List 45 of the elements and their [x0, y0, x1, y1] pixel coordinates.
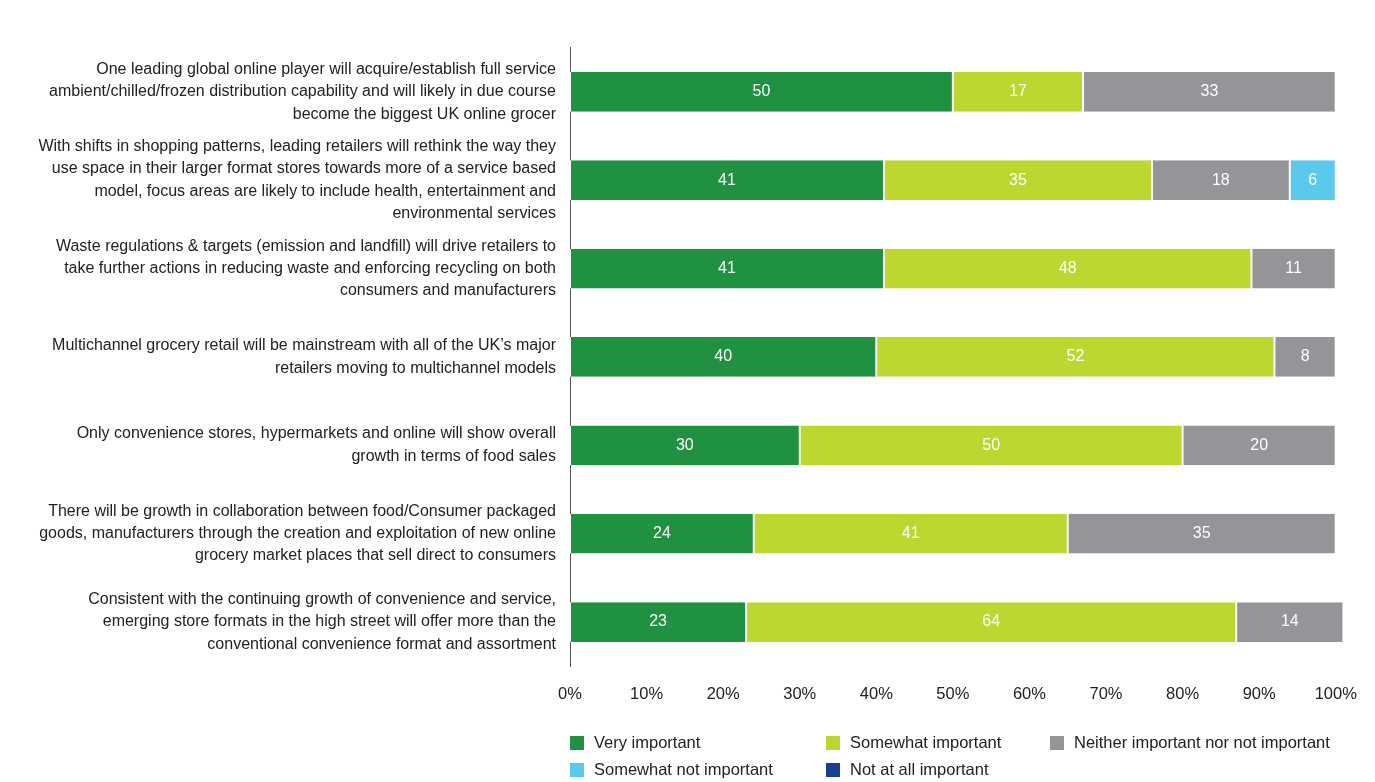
- data-label: 50: [752, 82, 771, 100]
- data-label: 50: [982, 435, 1001, 453]
- legend-label: Very important: [594, 733, 701, 752]
- x-tick-label: 100%: [1314, 683, 1358, 702]
- data-label: 64: [982, 612, 1001, 630]
- y-tick-label: Waste regulations & targets (emission and landfill) will drive retailers to take further actions in reducing waste and enforcing recycling on both consumers and manufacturers: [55, 236, 557, 299]
- x-tick-label: 0%: [558, 683, 583, 702]
- x-tick-label: 50%: [936, 683, 970, 702]
- data-label: 17: [1009, 82, 1027, 100]
- y-tick-label: Consistent with the continuing growth of convenience and service, emerging store formats in the high street will offer more than the conventional convenience format and assortment: [88, 590, 557, 652]
- x-tick-label: 40%: [859, 683, 894, 702]
- legend-label: Somewhat important: [850, 733, 1002, 752]
- data-label: 23: [649, 612, 668, 630]
- data-label: 48: [1058, 258, 1077, 276]
- data-label: 41: [901, 524, 920, 542]
- data-label: 24: [652, 524, 671, 542]
- data-label: 11: [1285, 258, 1303, 276]
- y-tick-label: Only convenience stores, hypermarkets and online will show overall growth in terms of food sales: [76, 424, 556, 464]
- x-tick-label: 30%: [783, 683, 817, 702]
- x-tick-label: 10%: [630, 683, 664, 702]
- x-tick-label: 70%: [1089, 683, 1123, 702]
- data-label: 40: [714, 347, 733, 365]
- y-tick-label: There will be growth in collaboration between food/Consumer packaged goods, manufacturers through the creation and exploitation of new online grocery market places that sell direct to consumers: [39, 501, 557, 564]
- y-tick-label: Multichannel grocery retail will be mainstream with all of the UK’s major retailers moving to multichannel models: [52, 336, 557, 376]
- x-tick-label: 60%: [1012, 683, 1047, 702]
- x-tick-label: 20%: [706, 683, 740, 702]
- legend-label: Somewhat not important: [594, 760, 773, 779]
- data-label: 20: [1250, 435, 1269, 453]
- x-tick-label: 90%: [1242, 683, 1276, 702]
- data-label: 14: [1280, 612, 1299, 630]
- data-label: 8: [1300, 347, 1310, 365]
- legend-label: Not at all important: [850, 760, 989, 779]
- data-label: 41: [718, 170, 736, 188]
- data-label: 52: [1066, 347, 1085, 365]
- data-label: 6: [1308, 170, 1318, 188]
- x-tick-label: 80%: [1166, 683, 1200, 702]
- data-label: 41: [718, 258, 736, 276]
- y-tick-label: One leading global online player will acquire/establish full service ambient/chilled/frozen distribution capability and will likely in due course become the biggest UK online grocer: [49, 59, 557, 122]
- data-label: 35: [1192, 524, 1211, 542]
- data-label: 18: [1211, 170, 1230, 188]
- data-label: 35: [1009, 170, 1027, 188]
- data-label: 33: [1200, 82, 1219, 100]
- legend-label: Neither important nor not important: [1074, 733, 1330, 752]
- data-label: 30: [675, 435, 694, 453]
- y-tick-label: With shifts in shopping patterns, leading retailers will rethink the way they use space in their larger format stores towards more of a service based model, focus areas are likely to include health, entertainment and environmental services: [38, 136, 556, 222]
